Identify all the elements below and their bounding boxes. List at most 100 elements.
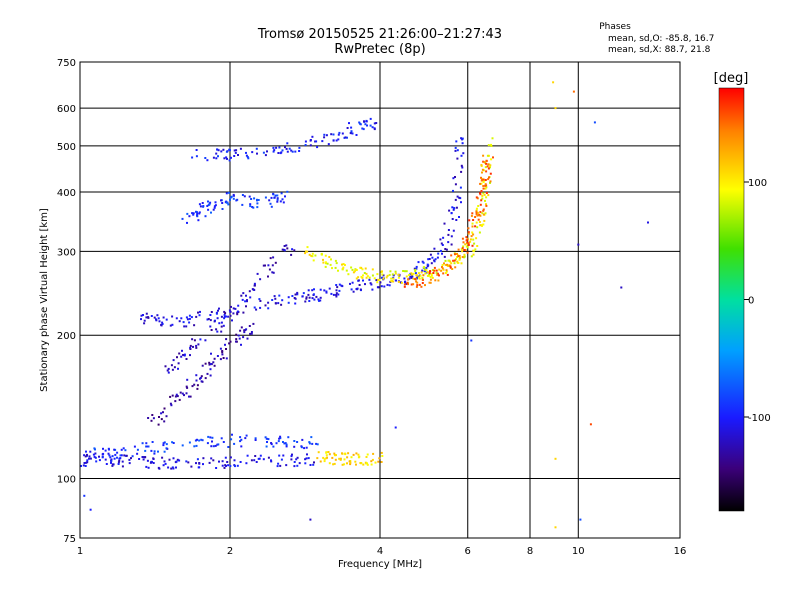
echo-point: [304, 140, 307, 143]
echo-point: [483, 219, 486, 222]
echo-point: [454, 266, 457, 269]
echo-point: [392, 280, 395, 283]
echo-point: [216, 148, 219, 151]
echo-point: [479, 214, 482, 217]
echo-point: [445, 270, 448, 273]
echo-point: [175, 393, 178, 396]
echo-point: [277, 462, 280, 465]
echo-point: [482, 209, 485, 212]
echo-point: [188, 441, 191, 444]
echo-point: [442, 236, 445, 239]
echo-point: [272, 271, 275, 274]
echo-point: [429, 276, 432, 278]
echo-point: [110, 461, 112, 464]
echo-point: [355, 452, 358, 455]
echo-point: [274, 302, 277, 305]
echo-point: [472, 238, 475, 241]
echo-point: [369, 117, 372, 120]
echo-point: [98, 459, 101, 462]
echo-point: [236, 464, 239, 467]
echo-point: [282, 441, 284, 443]
echo-point: [272, 256, 275, 259]
echo-point: [199, 338, 202, 341]
echo-point: [160, 412, 163, 415]
echo-point: [210, 352, 212, 355]
echo-point: [285, 445, 288, 448]
echo-point: [210, 329, 213, 331]
echo-point: [221, 351, 224, 354]
echo-point: [421, 260, 424, 263]
echo-point: [572, 90, 575, 93]
echo-point: [244, 329, 247, 331]
echo-point: [377, 286, 380, 289]
echo-point: [296, 456, 299, 459]
echo-point: [365, 272, 368, 275]
echo-point: [457, 255, 460, 258]
echo-point: [174, 395, 177, 398]
echo-point: [272, 445, 275, 448]
echo-point: [431, 276, 434, 279]
echo-point: [422, 261, 425, 264]
echo-point: [453, 259, 456, 262]
echo-point: [485, 184, 488, 187]
echo-point: [188, 321, 191, 324]
echo-point: [249, 332, 252, 335]
echo-point: [147, 316, 150, 319]
echo-point: [121, 465, 124, 468]
echo-point: [347, 452, 350, 455]
colorbar: [718, 87, 745, 512]
echo-point: [192, 345, 194, 348]
echo-point: [476, 245, 479, 247]
echo-point: [185, 358, 188, 360]
echo-point: [191, 338, 194, 341]
echo-point: [226, 201, 228, 204]
echo-point: [485, 159, 488, 162]
echo-point: [194, 439, 197, 442]
echo-point: [208, 461, 211, 464]
echo-point: [182, 354, 185, 356]
echo-point: [192, 212, 195, 215]
echo-point: [88, 457, 90, 460]
echo-point: [152, 457, 155, 460]
echo-point: [133, 445, 136, 448]
echo-point: [359, 288, 362, 291]
echo-point: [144, 456, 147, 459]
echo-point: [431, 256, 434, 259]
echo-point: [416, 284, 419, 287]
echo-point: [250, 331, 253, 333]
echo-point: [278, 454, 281, 457]
echo-point: [267, 264, 270, 267]
echo-point: [296, 291, 299, 294]
echo-point: [364, 461, 367, 464]
echo-point: [350, 288, 353, 291]
echo-point: [193, 339, 196, 342]
echo-point: [471, 244, 474, 247]
echo-point: [193, 445, 196, 448]
echo-point: [188, 317, 191, 320]
echo-point: [211, 436, 214, 439]
echo-point: [218, 460, 220, 463]
echo-point: [288, 147, 291, 150]
echo-point: [554, 526, 557, 529]
echo-point: [339, 458, 342, 461]
echo-point: [461, 237, 464, 240]
echo-point: [308, 300, 311, 302]
echo-point: [227, 203, 230, 206]
echo-point: [472, 253, 475, 256]
echo-point: [186, 386, 189, 389]
echo-point: [422, 278, 424, 281]
echo-point: [444, 248, 447, 250]
echo-point: [195, 210, 197, 213]
echo-point: [225, 156, 228, 159]
echo-point: [335, 295, 338, 298]
echo-point: [198, 462, 201, 465]
echo-point: [101, 455, 104, 458]
echo-point: [226, 461, 229, 463]
echo-point: [487, 144, 490, 147]
echo-point: [196, 212, 199, 215]
echo-point: [280, 303, 283, 306]
echo-point: [346, 136, 348, 139]
echo-point: [376, 281, 379, 284]
echo-point: [175, 466, 177, 469]
echo-point: [163, 441, 166, 444]
